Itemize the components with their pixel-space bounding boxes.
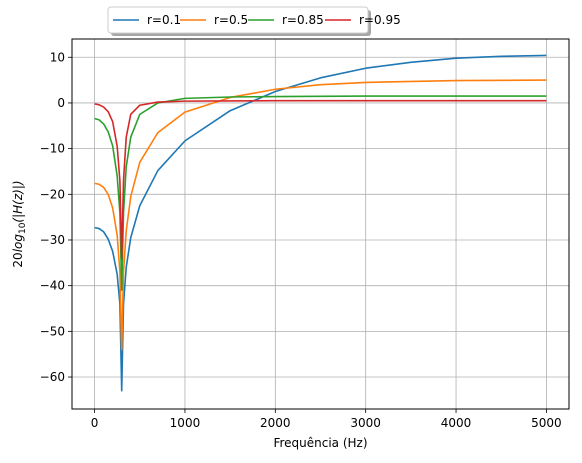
series-line-r=0.85	[94, 95, 547, 292]
x-axis-label: Frequência (Hz)	[273, 436, 367, 450]
y-axis-label: 20log10(|H(z)|)	[11, 180, 28, 267]
legend-label: r=0.85	[282, 13, 324, 27]
y-tick-label: −50	[40, 324, 65, 338]
y-tick-label: 10	[50, 50, 65, 64]
x-tick-label: 4000	[441, 416, 472, 430]
x-tick-label: 0	[91, 416, 99, 430]
y-tick-label: 0	[57, 96, 65, 110]
x-tick-label: 2000	[260, 416, 291, 430]
x-tick-label: 1000	[170, 416, 201, 430]
series-layer	[94, 54, 547, 392]
x-tick-label: 5000	[531, 416, 562, 430]
series-line-r=0.5	[94, 79, 547, 351]
legend-label: r=0.1	[147, 13, 181, 27]
x-axis: 0 1000 2000 3000 4000 5000	[91, 409, 562, 430]
y-tick-label: −60	[40, 370, 65, 384]
plot-area-frame	[71, 38, 570, 410]
grid	[72, 39, 569, 409]
series-line-r=0.1	[94, 54, 547, 392]
y-tick-label: −10	[40, 142, 65, 156]
y-axis: −60 −50 −40 −30 −20 −10 0 10	[40, 50, 72, 384]
y-tick-label: −20	[40, 187, 65, 201]
y-tick-label: −40	[40, 279, 65, 293]
x-tick-label: 3000	[350, 416, 381, 430]
y-tick-label: −30	[40, 233, 65, 247]
legend: r=0.1 r=0.5 r=0.85 r=0.95	[107, 6, 401, 36]
legend-box	[107, 6, 369, 34]
legend-label: r=0.5	[214, 13, 248, 27]
legend-label: r=0.95	[359, 13, 401, 27]
series-line-r=0.95	[94, 99, 547, 260]
